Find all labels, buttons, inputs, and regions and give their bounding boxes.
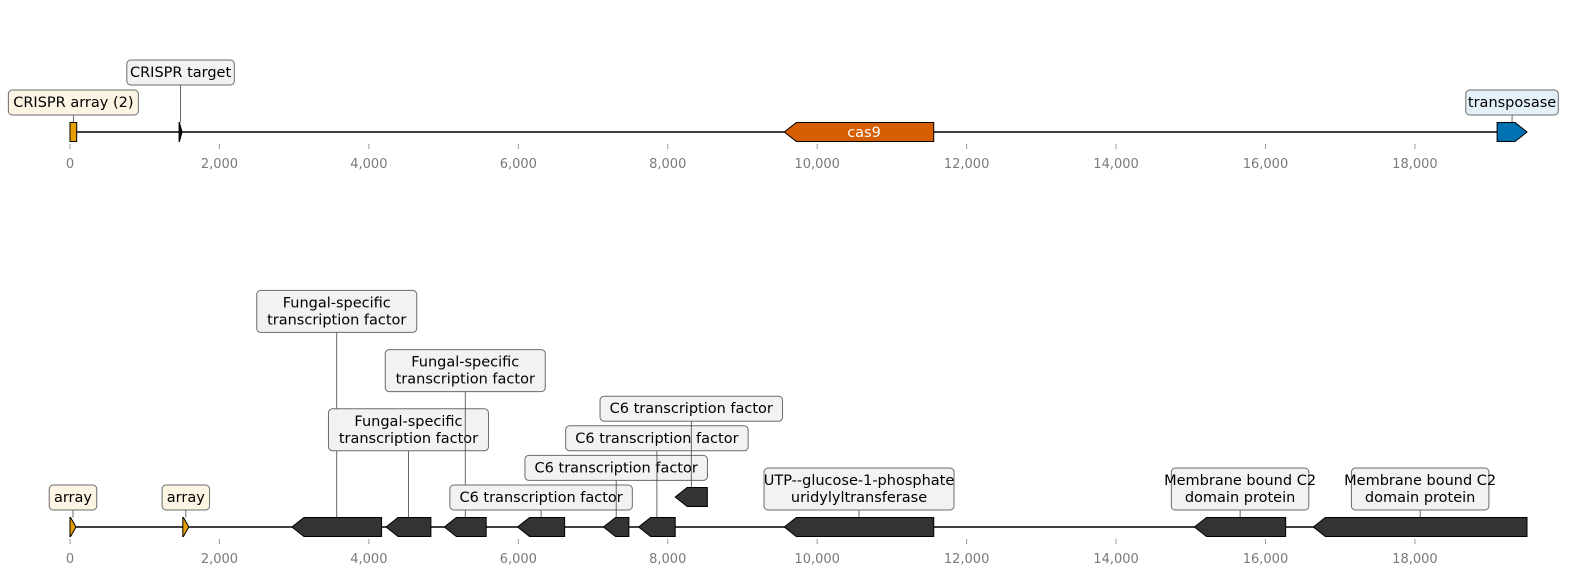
annotation-array-2: array [161,484,211,511]
feature-array-2 [182,517,190,537]
feature-gene-1 [291,517,383,537]
axis-tick-label: 4,000 [350,157,387,172]
feature-gene-7 [674,487,708,507]
feature-crispr-target [178,122,183,142]
axis-tick-label: 8,000 [649,552,686,567]
feature-cas9 [783,122,935,142]
feature-gene-3 [443,517,487,537]
axis-tick-label: 2,000 [201,157,238,172]
feature-array-1 [69,517,77,537]
axis-tick-label: 18,000 [1392,552,1438,567]
annotation-gene-10: Membrane bound C2 domain protein [1344,467,1496,511]
annotation-box [763,467,955,511]
axis-tick-label: 12,000 [944,157,990,172]
annotation-gene-7: C6 transcription factor [599,395,784,422]
axis-tick-label: 14,000 [1093,552,1139,567]
feature-gene-2 [385,517,432,537]
annotation-gene-3: Fungal-specific transcription factor [384,349,546,393]
annotation-text: transposase [1468,95,1556,111]
annotation-gene-2: Fungal-specific transcription factor [327,408,489,452]
annotation-box [161,484,211,511]
annotation-gene-5: C6 transcription factor [524,454,708,481]
axis-tick-label: 12,000 [944,552,990,567]
annotation-text: CRISPR target [130,65,232,81]
axis-tick-label: 6,000 [500,552,537,567]
annotation-gene-8: UTP--glucose-1-phosphate uridylyltransfer… [763,467,955,511]
axis-tick-label: 4,000 [350,552,387,567]
axis-tick-label: 0 [66,552,74,567]
annotation-text: C6 transcription factor [459,490,622,506]
annotation-box [327,408,489,452]
feature-layer [69,487,1528,537]
feature-gene-8 [783,517,935,537]
annotation-gene-6: C6 transcription factor [565,425,749,452]
annotation-box [1350,467,1490,511]
annotation-text: Fungal-specific transcription factor [339,414,478,447]
annotation-crispr-array: CRISPR array (2) [7,89,139,116]
annotation-text: array [54,490,92,506]
axis-tick-label: 16,000 [1243,157,1289,172]
annotation-text: CRISPR array (2) [13,95,133,111]
annotation-box [1465,89,1559,116]
annotation-gene-4: C6 transcription factor [449,484,633,511]
annotation-text: Fungal-specific transcription factor [267,295,406,328]
track-top: 0 2,000 4,000 6,000 8,000 10,000 12,000 14,000 1… [7,59,1559,172]
annotation-array-1: array [48,484,98,511]
annotation-text: UTP--glucose-1-phosphate uridylyltransfer… [764,473,955,506]
annotation-text: array [167,490,205,506]
feature-gene-6 [637,517,676,537]
annotation-box [48,484,98,511]
annotation-crispr-target: CRISPR target [126,59,235,86]
annotation-text: C6 transcription factor [575,431,738,447]
feature-transposase [1496,122,1528,142]
feature-gene-10 [1312,517,1528,537]
feature-gene-4 [516,517,566,537]
axis-tick-label: 10,000 [794,157,840,172]
axis-tick-label: 14,000 [1093,157,1139,172]
axis-tick-label: 16,000 [1243,552,1289,567]
annotation-gene-1: Fungal-specific transcription factor [256,289,418,333]
feature-layer: cas9 [69,122,1528,142]
annotation-text: C6 transcription factor [610,401,773,417]
axis-tick-label: 2,000 [201,552,238,567]
axis-tick-label: 18,000 [1392,157,1438,172]
annotation-box [126,59,235,86]
axis-tick-label: 0 [66,157,74,172]
annotation-text: C6 transcription factor [535,460,698,476]
annotation-box [1170,467,1310,511]
axis-tick-label: 10,000 [794,552,840,567]
feature-gene-9 [1193,517,1287,537]
feature-label-cas9: cas9 [847,125,881,141]
annotation-text: Membrane bound C2 domain protein [1164,473,1316,506]
annotation-box [599,395,784,422]
axis-tick-label: 6,000 [500,157,537,172]
track-bottom: 0 2,000 4,000 6,000 8,000 10,000 12,000 14,000 1… [48,289,1528,567]
label-layer: CRISPR array (2) CRISPR target transposase [7,59,1559,123]
annotation-box [524,454,708,481]
annotation-gene-9: Membrane bound C2 domain protein [1164,467,1316,511]
annotation-box [565,425,749,452]
annotation-text: Fungal-specific transcription factor [396,355,535,388]
label-layer: array array Fungal-specific transcription f… [48,289,1496,518]
feature-crispr-array [69,122,78,142]
annotation-box [384,349,546,393]
annotation-transposase: transposase [1465,89,1559,116]
annotation-box [449,484,633,511]
axis-tick-label: 8,000 [649,157,686,172]
annotation-box [256,289,418,333]
annotation-text: Membrane bound C2 domain protein [1344,473,1496,506]
annotation-box [7,89,139,116]
feature-gene-5 [602,517,630,537]
